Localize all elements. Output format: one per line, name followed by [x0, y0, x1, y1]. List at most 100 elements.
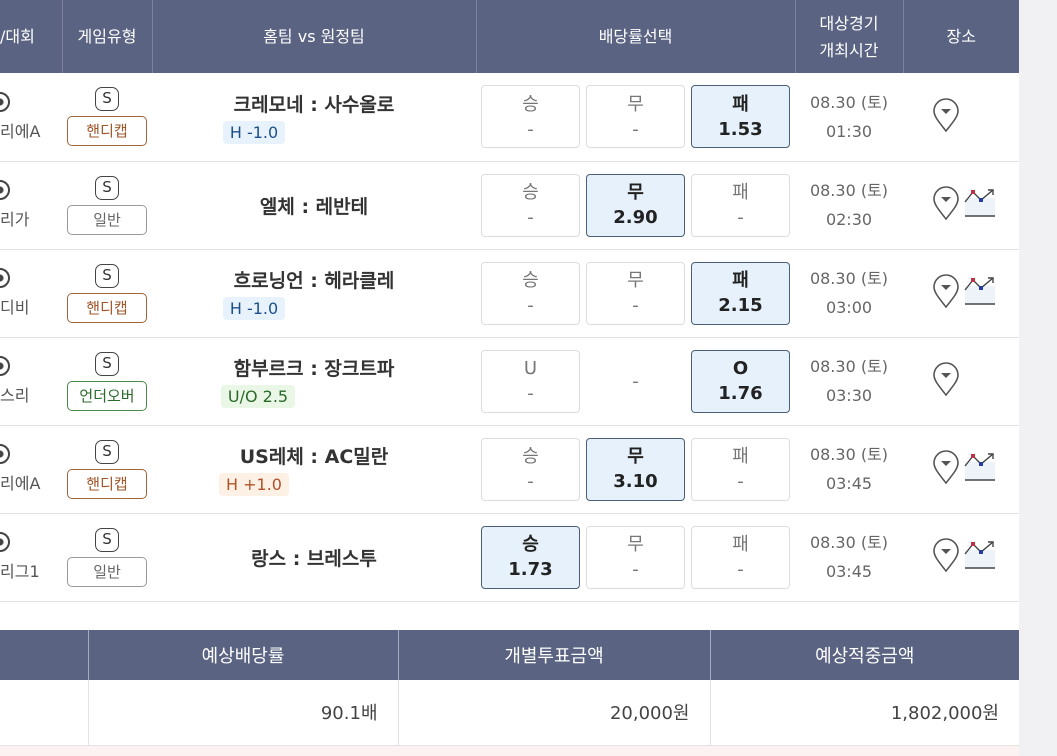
odds-value: - [632, 118, 639, 140]
odds-button-1[interactable]: 무- [586, 525, 685, 589]
s-badge-icon: S [95, 527, 119, 552]
odds-label: 승 [522, 446, 539, 467]
odds-button-1[interactable]: 무 3.10 [586, 437, 685, 501]
match-time: 03:45 [825, 474, 873, 493]
odds-value: - [737, 207, 744, 228]
odds-button-0[interactable]: 승 1.73 [481, 525, 580, 589]
odds-button-2[interactable]: O 1.76 [691, 349, 790, 413]
teams: 엘체 : 레반테 [259, 195, 369, 218]
location-pin-icon[interactable] [931, 449, 961, 489]
soccer-ball-icon [0, 532, 10, 552]
handicap-badge: H -1.0 [222, 120, 286, 144]
summary-table: 예상배당률 개별투표금액 예상적중금액 90.1배 20,000원 1,802,… [0, 630, 1019, 746]
odds-label: 패 [732, 534, 749, 555]
league-name: 리에A [0, 474, 41, 493]
time-cell: 08.30 (토) 03:45 [795, 513, 903, 602]
game-type-badge: 핸디캡 [67, 468, 147, 499]
scrollbar[interactable] [1019, 0, 1057, 756]
handicap-badge: U/O 2.5 [220, 385, 296, 408]
odds-value: - [527, 471, 534, 492]
match-date: 08.30 (토) [809, 357, 889, 376]
league-cell: 리그1 [0, 513, 62, 602]
location-pin-icon[interactable] [931, 273, 961, 313]
league-cell: 리에A [0, 73, 62, 162]
odds-chart-icon[interactable] [963, 274, 997, 312]
summary-stake-value: 20,000원 [398, 680, 711, 746]
odds-value: - [632, 295, 639, 316]
header-league: /대회 [0, 0, 63, 73]
odds-value: - [527, 207, 534, 228]
match-time: 01:30 [825, 121, 873, 141]
odds-button-2[interactable]: 패- [691, 437, 790, 501]
place-cell [903, 73, 1019, 162]
time-cell: 08.30 (토) 03:45 [795, 425, 903, 514]
odds-button-0[interactable]: 승- [481, 437, 580, 501]
teams-cell: 랑스 : 브레스투 [152, 513, 476, 602]
odds-value: - [527, 118, 534, 140]
odds-button-1[interactable]: 무- [586, 85, 685, 149]
odds-button-0[interactable]: U- [481, 349, 580, 413]
s-badge-icon: S [95, 439, 119, 464]
game-type-badge: 일반 [67, 556, 147, 587]
odds-button-0[interactable]: 승- [481, 261, 580, 325]
game-type-cell: S 일반 [62, 513, 152, 602]
game-type-badge: 언더오버 [67, 380, 147, 411]
soccer-ball-icon [0, 268, 10, 288]
league-name: 리에A [0, 121, 41, 141]
odds-button-2[interactable]: 패 2.15 [691, 261, 790, 325]
handicap-badge: H -1.0 [222, 297, 286, 320]
odds-label: 승 [522, 534, 539, 555]
match-date: 08.30 (토) [809, 181, 889, 200]
match-row: 리에A S 핸디캡 크레모네 : 사수올로 H -1.0 승 - 무 - 패 1.53 08.… [0, 73, 1019, 162]
odds-value: - [737, 471, 744, 492]
game-type-badge: 일반 [67, 204, 147, 235]
league-cell: 리가 [0, 161, 62, 250]
s-badge-icon: S [95, 351, 119, 376]
location-pin-icon[interactable] [931, 97, 961, 137]
odds-label: 무 [627, 93, 644, 115]
odds-chart-icon[interactable] [963, 538, 997, 576]
match-time: 03:30 [825, 386, 873, 405]
odds-value: 1.76 [718, 383, 763, 404]
odds-button-1[interactable]: 무 2.90 [586, 173, 685, 237]
s-badge-icon: S [95, 87, 119, 112]
odds-cell: 승 - 무 - 패 1.53 [476, 73, 795, 162]
match-row: 스리 S 언더오버 함부르크 : 장크트파 U/O 2.5 U - - O 1.76 08.… [0, 337, 1019, 426]
odds-value: - [527, 295, 534, 316]
location-pin-icon[interactable] [931, 537, 961, 577]
odds-button-2[interactable]: 패- [691, 173, 790, 237]
league-cell: 스리 [0, 337, 62, 426]
odds-chart-icon[interactable] [963, 186, 997, 224]
match-date: 08.30 (토) [809, 92, 889, 112]
odds-chart-icon[interactable] [963, 450, 997, 488]
odds-button-2[interactable]: 패 1.53 [691, 85, 790, 149]
match-row: 리가 S 일반 엘체 : 레반테 승 - 무 2.90 패 - 08.30 (토) 02:30 [0, 161, 1019, 250]
summary-header-stake: 개별투표금액 [398, 630, 711, 680]
location-pin-icon[interactable] [931, 185, 961, 225]
location-pin-icon[interactable] [931, 361, 961, 401]
place-cell [903, 513, 1019, 602]
match-time: 02:30 [825, 210, 873, 229]
odds-label: 무 [627, 446, 644, 467]
teams: US레체 : AC밀란 [239, 446, 389, 468]
summary-header-payout: 예상적중금액 [710, 630, 1019, 680]
odds-button-1[interactable]: 무- [586, 261, 685, 325]
handicap-badge: H +1.0 [219, 473, 289, 496]
game-type-badge: 핸디캡 [67, 292, 147, 323]
odds-button-2[interactable]: 패- [691, 525, 790, 589]
odds-cell: U - - O 1.76 [476, 337, 795, 426]
odds-button-0[interactable]: 승- [481, 173, 580, 237]
odds-button-0[interactable]: 승- [481, 85, 580, 149]
header-odds: 배당률선택 [476, 0, 796, 73]
odds-value: 2.15 [718, 295, 763, 316]
odds-value: 2.90 [613, 207, 658, 228]
teams-cell: 엘체 : 레반테 [152, 161, 476, 250]
time-cell: 08.30 (토) 03:30 [795, 337, 903, 426]
time-cell: 08.30 (토) 01:30 [795, 73, 903, 162]
teams: 크레모네 : 사수올로 [233, 93, 395, 116]
odds-cell: 승 - 무 3.10 패 - [476, 425, 795, 514]
header-teams: 홈팀 vs 원정팀 [152, 0, 477, 73]
odds-value: - [737, 559, 744, 580]
summary-blank [0, 680, 89, 746]
odds-value: 1.73 [508, 559, 553, 580]
